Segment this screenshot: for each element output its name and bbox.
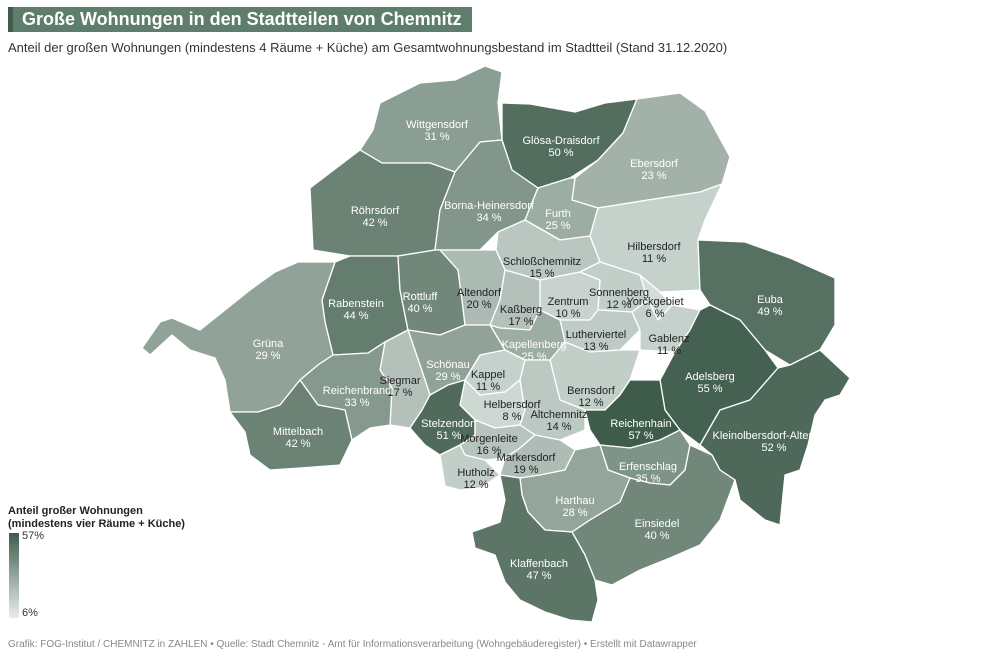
district-name-schoenau: Schönau: [426, 359, 469, 371]
district-value-gruena: 29 %: [255, 350, 280, 362]
district-value-schlosschemnitz: 15 %: [529, 268, 554, 280]
district-value-kappel: 11 %: [476, 381, 500, 393]
district-value-euba: 49 %: [757, 306, 782, 318]
district-name-einsiedel: Einsiedel: [635, 518, 680, 530]
district-name-yorckgebiet: Yorckgebiet: [626, 296, 683, 308]
district-value-markersdorf: 19 %: [513, 464, 538, 476]
district-value-zentrum: 10 %: [555, 308, 580, 320]
district-value-ebersdorf: 23 %: [641, 170, 666, 182]
district-value-altchemnitz: 14 %: [546, 421, 571, 433]
district-value-adelsberg: 55 %: [697, 383, 722, 395]
district-name-rottluff: Rottluff: [403, 291, 439, 303]
district-name-kappel: Kappel: [471, 369, 505, 381]
district-name-harthau: Harthau: [555, 495, 594, 507]
legend-min-label: 6%: [22, 607, 38, 619]
district-value-lutherviertel: 13 %: [583, 341, 608, 353]
district-value-siegmar: 17 %: [387, 387, 412, 399]
district-value-gablenz: 11 %: [657, 345, 681, 357]
district-name-bernsdorf: Bernsdorf: [567, 385, 616, 397]
district-mittelbach[interactable]: [229, 379, 353, 471]
district-name-helbersdorf: Helbersdorf: [484, 399, 542, 411]
district-name-gruena: Grüna: [253, 338, 284, 350]
district-roehrsdorf[interactable]: [309, 149, 456, 257]
district-value-hilbersdorf: 11 %: [642, 253, 666, 265]
district-name-rabenstein: Rabenstein: [328, 298, 384, 310]
district-value-rottluff: 40 %: [407, 303, 432, 315]
district-name-reichenhain: Reichenhain: [610, 418, 671, 430]
map-title: Große Wohnungen in den Stadtteilen von C…: [8, 7, 472, 32]
district-stelzendorf[interactable]: [409, 379, 476, 456]
district-name-erfenschlag: Erfenschlag: [619, 461, 677, 473]
district-value-kleinolbersdorf-altenhain: 52 %: [761, 442, 786, 454]
district-name-lutherviertel: Lutherviertel: [566, 329, 627, 341]
district-value-gloesa-draisdorf: 50 %: [548, 147, 573, 159]
district-value-stelzendorf: 51 %: [436, 430, 461, 442]
district-value-rabenstein: 44 %: [343, 310, 368, 322]
district-value-reichenhain: 57 %: [628, 430, 653, 442]
district-name-gablenz: Gablenz: [649, 333, 690, 345]
district-name-altendorf: Altendorf: [457, 287, 502, 299]
district-value-altendorf: 20 %: [466, 299, 491, 311]
map-subtitle: Anteil der großen Wohnungen (mindestens …: [8, 40, 728, 55]
district-name-euba: Euba: [757, 294, 784, 306]
legend-title-line2: (mindestens vier Räume + Küche): [8, 518, 185, 530]
district-name-hilbersdorf: Hilbersdorf: [627, 241, 681, 253]
source-footer: Grafik: FOG-Institut / CHEMNITZ in ZAHLE…: [8, 639, 697, 650]
district-name-roehrsdorf: Röhrsdorf: [351, 205, 400, 217]
district-value-bernsdorf: 12 %: [578, 397, 603, 409]
legend-title-line1: Anteil großer Wohnungen: [8, 505, 143, 517]
district-value-wittgensdorf: 31 %: [424, 131, 449, 143]
district-value-klaffenbach: 47 %: [526, 570, 551, 582]
district-value-kassberg: 17 %: [508, 316, 533, 328]
district-name-sonnenberg: Sonnenberg: [589, 287, 649, 299]
district-gruena[interactable]: [141, 261, 336, 413]
district-value-borna-heinersdorf: 34 %: [476, 212, 501, 224]
district-value-furth: 25 %: [545, 220, 570, 232]
district-name-morgenleite: Morgenleite: [460, 433, 517, 445]
district-name-reichenbrand: Reichenbrand: [323, 385, 392, 397]
legend-title: Anteil großer Wohnungen (mindestens vier…: [8, 505, 185, 531]
district-name-gloesa-draisdorf: Glösa-Draisdorf: [522, 135, 600, 147]
district-name-adelsberg: Adelsberg: [685, 371, 735, 383]
district-name-schlosschemnitz: Schloßchemnitz: [503, 256, 581, 268]
district-value-morgenleite: 16 %: [476, 445, 501, 457]
district-value-hutholz: 12 %: [463, 479, 488, 491]
district-value-schoenau: 29 %: [435, 371, 460, 383]
legend-color-ramp: [9, 533, 19, 618]
district-name-siegmar: Siegmar: [380, 375, 421, 387]
district-value-reichenbrand: 33 %: [344, 397, 369, 409]
district-value-harthau: 28 %: [562, 507, 587, 519]
district-kleinolbersdorf-altenhain[interactable]: [699, 349, 851, 526]
district-name-wittgensdorf: Wittgensdorf: [406, 119, 469, 131]
district-klaffenbach[interactable]: [471, 474, 599, 623]
district-value-helbersdorf: 8 %: [503, 411, 522, 423]
district-name-stelzendorf: Stelzendorf: [421, 418, 478, 430]
district-name-markersdorf: Markersdorf: [497, 452, 557, 464]
district-name-kapellenberg: Kapellenberg: [502, 339, 567, 351]
district-value-roehrsdorf: 42 %: [362, 217, 387, 229]
district-value-mittelbach: 42 %: [285, 438, 310, 450]
district-value-yorckgebiet: 6 %: [646, 308, 665, 320]
district-name-borna-heinersdorf: Borna-Heinersdorf: [444, 200, 535, 212]
district-name-hutholz: Hutholz: [457, 467, 494, 479]
district-name-altchemnitz: Altchemnitz: [531, 409, 588, 421]
district-name-klaffenbach: Klaffenbach: [510, 558, 568, 570]
district-value-einsiedel: 40 %: [644, 530, 669, 542]
legend-max-label: 57%: [22, 530, 45, 542]
district-name-kassberg: Kaßberg: [500, 304, 542, 316]
district-name-furth: Furth: [545, 208, 571, 220]
district-name-kleinolbersdorf-altenhain: Kleinolbersdorf-Altenhain: [713, 430, 836, 442]
district-name-zentrum: Zentrum: [548, 296, 589, 308]
district-value-kapellenberg: 25 %: [521, 351, 546, 363]
district-value-sonnenberg: 12 %: [606, 299, 631, 311]
district-name-mittelbach: Mittelbach: [273, 426, 323, 438]
district-value-erfenschlag: 35 %: [635, 473, 660, 485]
district-name-ebersdorf: Ebersdorf: [630, 158, 679, 170]
